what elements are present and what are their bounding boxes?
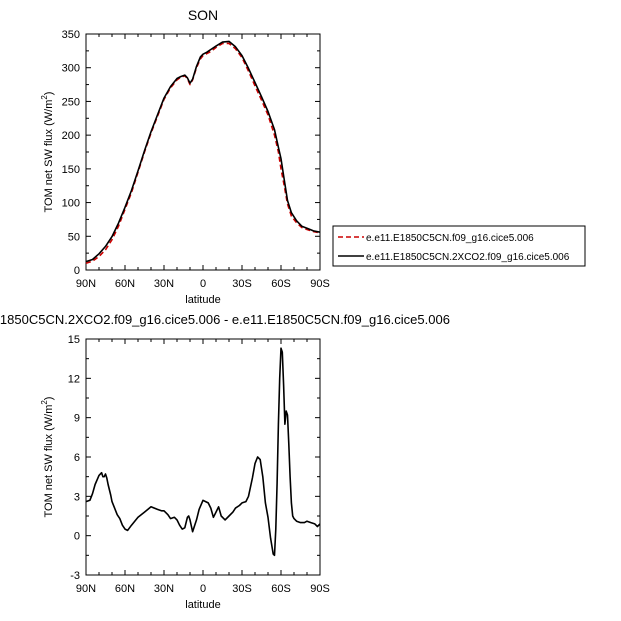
x-tick-label: 90S — [310, 278, 330, 290]
x-tick-label: 90S — [310, 583, 330, 595]
legend-label-1: e.e11.E1850C5CN.2XCO2.f09_g16.cice5.006 — [366, 252, 570, 263]
top-panel-title: SON — [188, 7, 218, 23]
plot-frame — [85, 33, 321, 271]
y-tick-label: 200 — [62, 130, 80, 142]
x-tick-label: 0 — [200, 583, 206, 595]
y-tick-label: 50 — [68, 231, 80, 243]
y-tick-label: 0 — [74, 265, 80, 277]
y-tick-label: 0 — [74, 531, 80, 543]
chart-legend: e.e11.E1850C5CN.f09_g16.cice5.006 e.e11.E… — [332, 225, 586, 267]
x-tick-label: 60N — [115, 278, 135, 290]
legend-label-0: e.e11.E1850C5CN.f09_g16.cice5.006 — [366, 233, 534, 244]
difference-panel: 90N 60N 30N 0 30S 60S 90S -3 0 3 6 9 12 15 latitude TOM… — [40, 334, 330, 611]
x-tick-label: 0 — [200, 278, 206, 290]
top-flux-panel: 90N 60N 30N 0 30S 60S 90S 0 50 100 150 200 250 300 350… — [40, 29, 330, 306]
y-tick-label: 250 — [62, 96, 80, 108]
y-tick-label: 15 — [68, 334, 80, 346]
y-tick-label: 100 — [62, 198, 80, 210]
x-tick-label: 60N — [115, 583, 135, 595]
bottom-panel-title: e.e11.E1850C5CN.2XCO2.f09_g16.cice5.006 … — [0, 312, 450, 327]
y-tick-label: 3 — [74, 491, 80, 503]
x-axis-label: latitude — [185, 599, 220, 611]
y-axis-label: TOM net SW flux (W/m2) — [40, 397, 55, 518]
series-line-1 — [85, 40, 321, 263]
x-tick-label: 90N — [76, 278, 96, 290]
x-tick-label: 60S — [271, 583, 291, 595]
y-tick-label: 300 — [62, 63, 80, 75]
y-tick-label: 150 — [62, 164, 80, 176]
x-tick-label: 60S — [271, 278, 291, 290]
y-tick-label: 350 — [62, 29, 80, 41]
x-tick-label: 30N — [154, 278, 174, 290]
y-axis-label: TOM net SW flux (W/m2) — [40, 92, 55, 213]
x-tick-label: 30N — [154, 583, 174, 595]
x-tick-label: 90N — [76, 583, 96, 595]
legend-box — [332, 225, 586, 267]
x-tick-label: 30S — [232, 583, 252, 595]
series-line-0 — [85, 42, 321, 265]
y-tick-label: 12 — [68, 373, 80, 385]
y-tick-label: 9 — [74, 413, 80, 425]
y-tick-label: -3 — [70, 570, 80, 582]
plot-frame — [85, 338, 321, 576]
y-tick-label: 6 — [74, 452, 80, 464]
x-axis-label: latitude — [185, 294, 220, 306]
x-tick-label: 30S — [232, 278, 252, 290]
series-line-0 — [85, 347, 321, 557]
